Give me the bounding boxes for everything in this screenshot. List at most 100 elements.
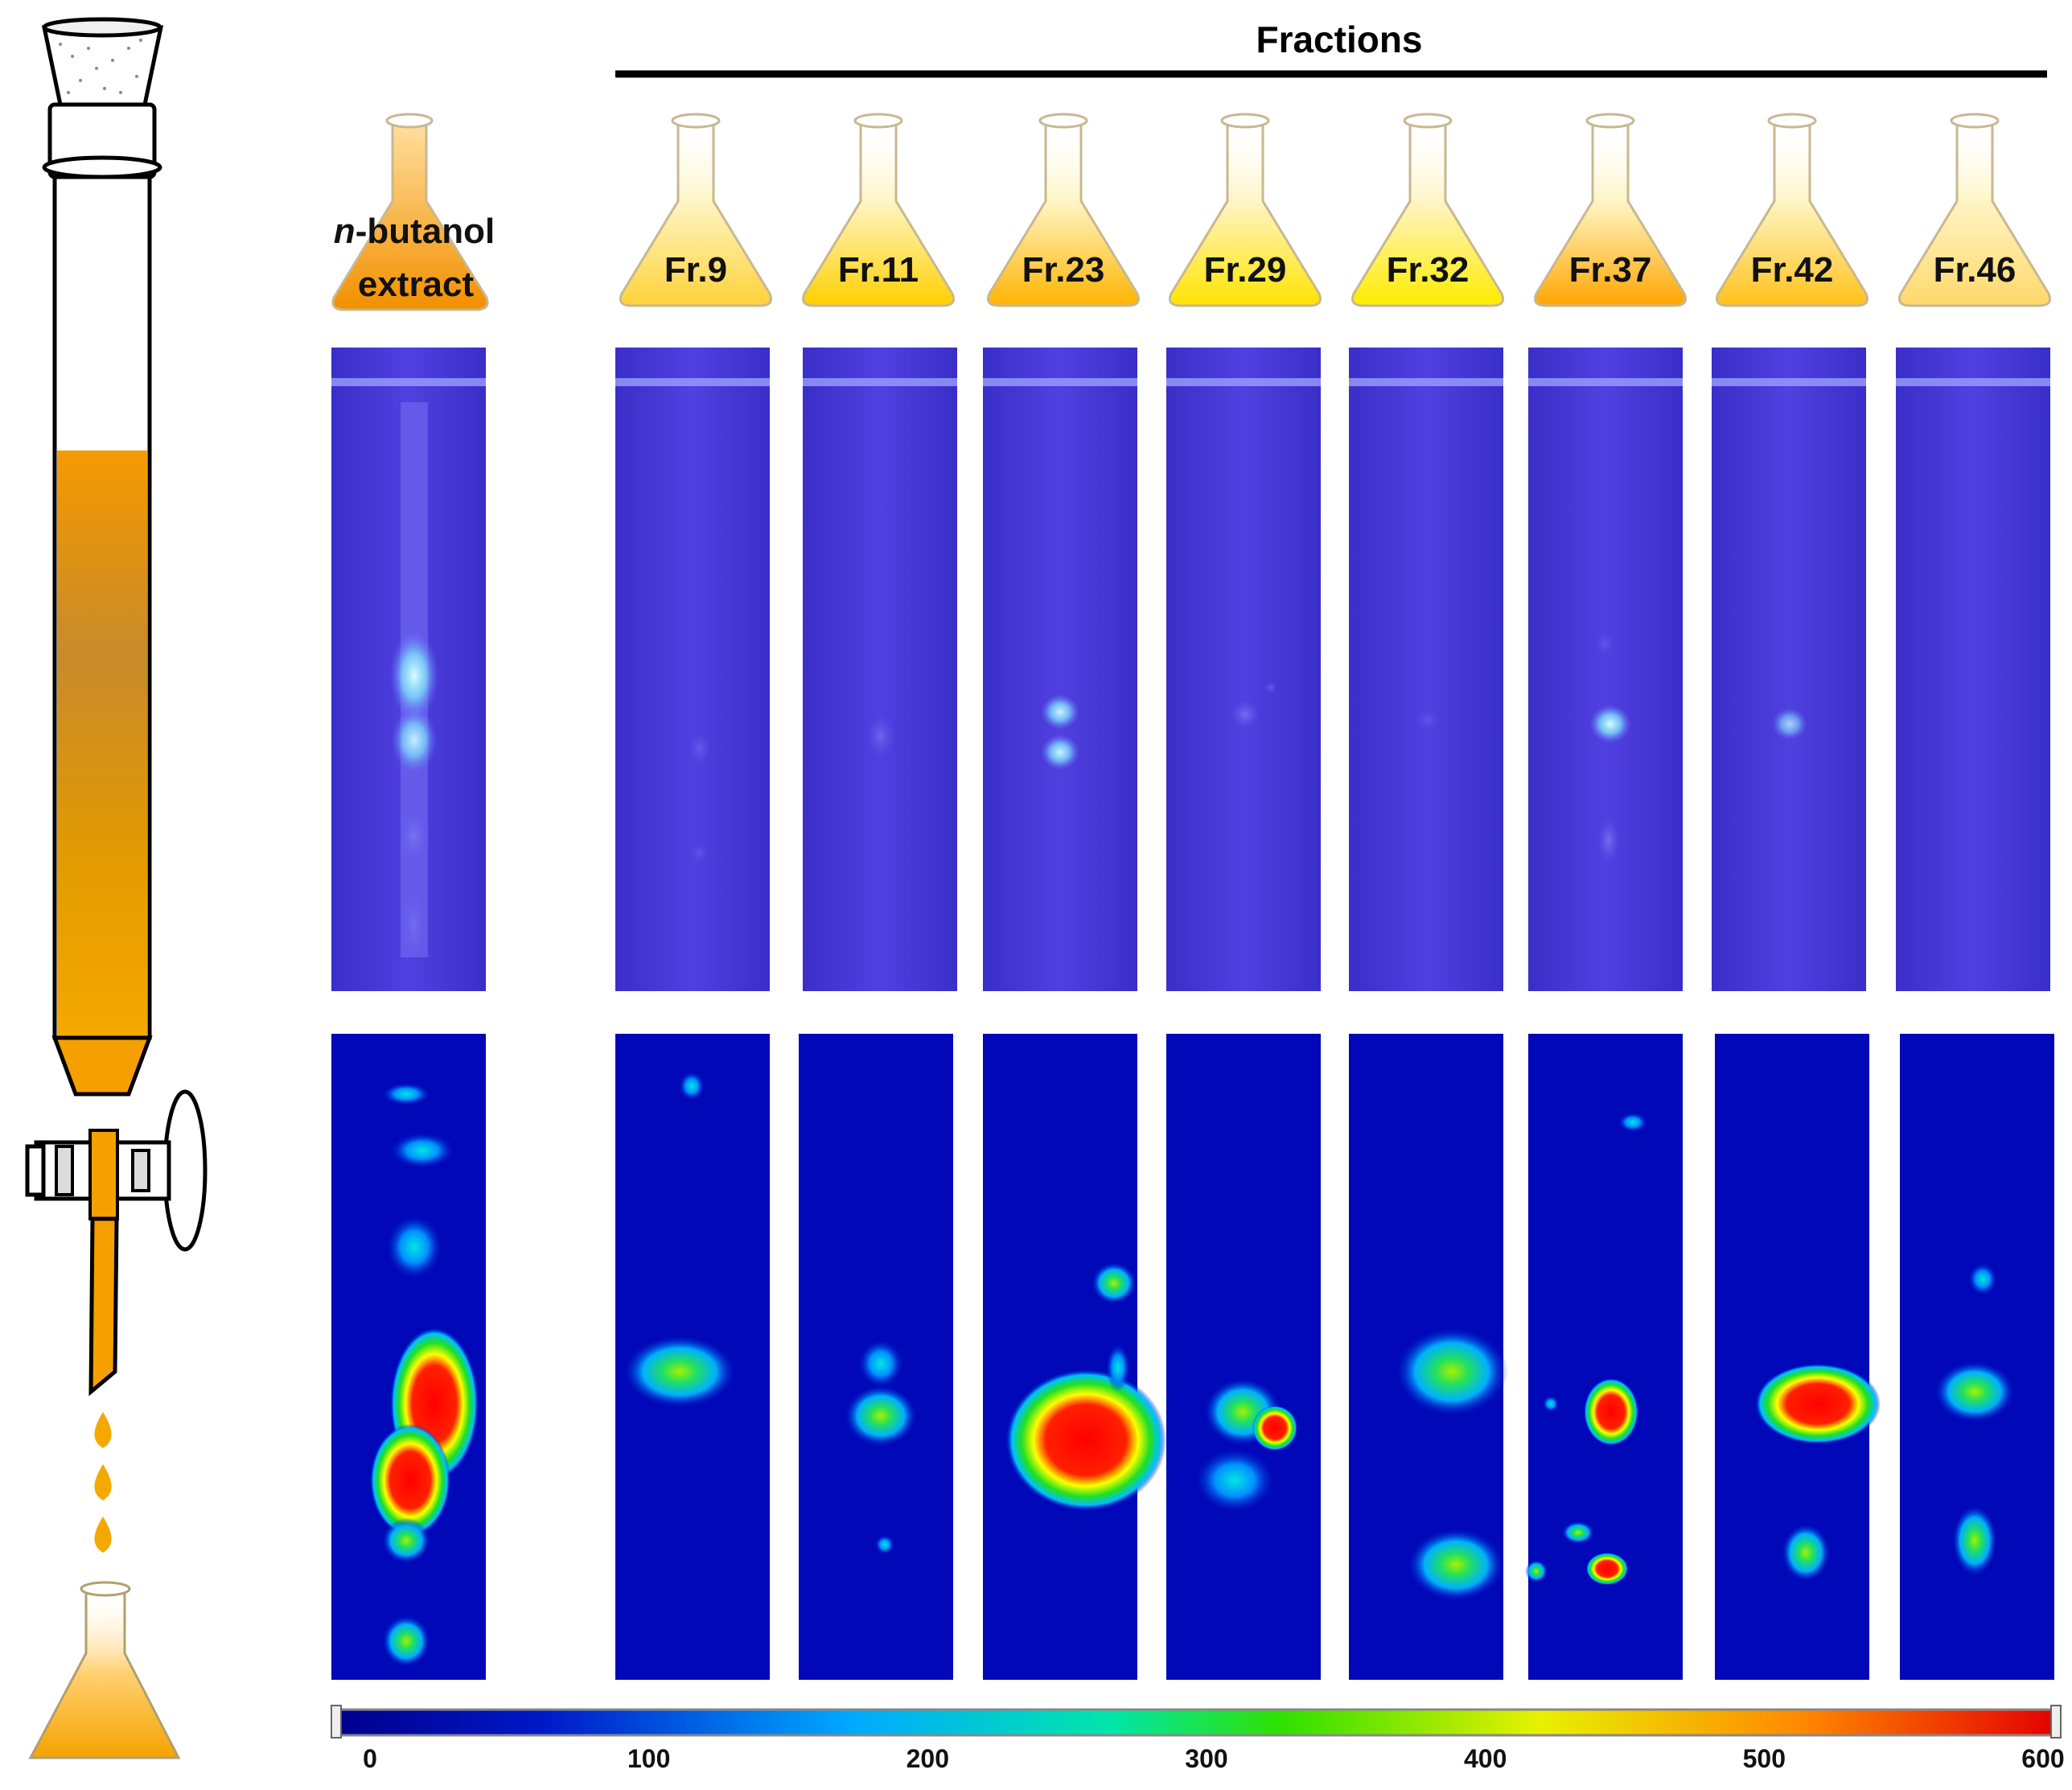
flask-fr11: Fr.11 xyxy=(802,113,955,307)
extract-label-rest: -butanol xyxy=(356,212,495,251)
heatmap-blob xyxy=(845,1385,917,1446)
heatmap-blob xyxy=(1252,1405,1297,1451)
heatmap-blob xyxy=(382,1083,430,1105)
solvent-front xyxy=(1712,378,1866,386)
tlc-spot xyxy=(690,842,709,864)
colorbar-tick-label: 600 xyxy=(2021,1744,2064,1773)
colorbar-tick-label: 200 xyxy=(906,1744,949,1773)
heatmap-blob xyxy=(858,1339,903,1388)
tlc-spot xyxy=(1041,694,1079,730)
heatmap-blob xyxy=(875,1535,894,1554)
tlc-plate-fr37 xyxy=(1528,348,1683,991)
tlc-plate-fr29 xyxy=(1166,348,1321,991)
tlc-spot xyxy=(403,893,426,957)
tlc-spot xyxy=(689,732,711,764)
tlc-spot xyxy=(392,708,437,772)
collection-flask-icon xyxy=(28,1581,181,1759)
tlc-spot xyxy=(1416,709,1439,731)
heatmap-blob xyxy=(679,1072,705,1101)
colorbar-tick-label: 0 xyxy=(363,1744,377,1773)
heatmap-fr29 xyxy=(1166,1034,1321,1680)
extract-flask-icon xyxy=(331,113,489,311)
colorbar-tick-label: 100 xyxy=(627,1744,670,1773)
solvent-front xyxy=(803,378,957,386)
colorbar-gradient xyxy=(335,1708,2058,1737)
solvent-front xyxy=(1349,378,1503,386)
heatmap-blob xyxy=(1755,1364,1881,1444)
solvent-front xyxy=(1528,378,1683,386)
tlc-spot xyxy=(1772,708,1807,740)
fractions-title: Fractions xyxy=(1256,19,1422,60)
tlc-plate-extract xyxy=(331,348,486,991)
heatmap-blob xyxy=(382,1615,430,1667)
tlc-spot xyxy=(1597,818,1620,863)
heatmap-extract xyxy=(331,1034,486,1680)
flask-fr32: Fr.32 xyxy=(1351,113,1504,307)
tlc-plate-fr9 xyxy=(615,348,770,991)
heatmap-blob xyxy=(1106,1344,1130,1392)
heatmap-blob xyxy=(1396,1327,1508,1416)
heatmap-blob xyxy=(1408,1529,1504,1601)
tlc-spot xyxy=(1264,681,1277,694)
tlc-spot xyxy=(1595,632,1614,655)
heatmap-blob xyxy=(390,1133,454,1168)
heatmap-blob xyxy=(1968,1263,1997,1295)
fraction-flasks: Fr.9 Fr.11 Fr.23 Fr.29 Fr.32 Fr.37 Fr.42 Fr.46 xyxy=(619,113,2051,307)
heatmap-fr11 xyxy=(799,1034,953,1680)
heatmap-blob xyxy=(1782,1524,1830,1582)
flask-fr46: Fr.46 xyxy=(1898,113,2051,307)
flask-label: Fr.9 xyxy=(664,250,727,290)
heatmap-blob xyxy=(1543,1396,1559,1412)
tlc-plates xyxy=(331,348,2050,991)
heatmap-blob xyxy=(1952,1505,1997,1576)
colorbar-tick-label: 500 xyxy=(1743,1744,1786,1773)
heatmap-blob xyxy=(370,1424,450,1537)
heatmap-blob xyxy=(1584,1378,1638,1446)
solvent-front xyxy=(615,378,770,386)
heatmap-blob xyxy=(1586,1553,1628,1585)
colorbar-tick-label: 300 xyxy=(1185,1744,1227,1773)
heatmap-blob xyxy=(382,1518,430,1563)
colorbar: 0 100 200 300 400 500 600 xyxy=(331,1705,2065,1773)
solvent-front xyxy=(983,378,1137,386)
extract-label: n-butanol xyxy=(334,212,495,251)
tlc-plate-fr11 xyxy=(803,348,957,991)
heatmap-blob xyxy=(1618,1113,1647,1132)
flask-fr29: Fr.29 xyxy=(1169,113,1322,307)
droplet-icon xyxy=(94,1412,112,1553)
heatmap-blob xyxy=(623,1335,736,1408)
tlc-plate-fr46 xyxy=(1896,348,2050,991)
flask-fr23: Fr.23 xyxy=(987,113,1140,307)
tlc-plate-fr32 xyxy=(1349,348,1503,991)
flask-label: Fr.29 xyxy=(1204,250,1287,290)
flask-label: Fr.32 xyxy=(1387,250,1470,290)
extract-label-line2: extract xyxy=(358,265,475,304)
heatmap-fr9 xyxy=(615,1034,770,1680)
flask-label: Fr.42 xyxy=(1751,250,1834,290)
heatmap-blob xyxy=(1934,1361,2015,1422)
solvent-front xyxy=(1166,378,1321,386)
flask-label: Fr.46 xyxy=(1934,250,2016,290)
heatmap-fr46 xyxy=(1900,1034,2054,1680)
solvent-front xyxy=(331,378,486,386)
heatmap-blob xyxy=(1562,1521,1594,1544)
density-heatmaps xyxy=(331,1034,2054,1680)
heatmap-fr32 xyxy=(1349,1034,1508,1680)
tlc-plate-fr23 xyxy=(983,348,1137,991)
heatmap-fr23 xyxy=(983,1034,1166,1680)
tlc-plate-fr42 xyxy=(1712,348,1866,991)
heatmap-blob xyxy=(1092,1262,1137,1304)
solvent-front xyxy=(1896,378,2050,386)
tlc-spot xyxy=(400,813,429,861)
heatmap-blob xyxy=(1194,1448,1275,1512)
heatmap-blob xyxy=(386,1215,442,1279)
extract-label-italic: n xyxy=(334,212,356,251)
flask-fr42: Fr.42 xyxy=(1716,113,1868,307)
heatmap-fr42 xyxy=(1715,1034,1881,1680)
heatmap-blob xyxy=(1005,1369,1166,1511)
flask-label: Fr.37 xyxy=(1569,250,1652,290)
flask-label: Fr.23 xyxy=(1022,250,1105,290)
colorbar-tick-label: 400 xyxy=(1464,1744,1507,1773)
tlc-spot xyxy=(866,715,895,757)
